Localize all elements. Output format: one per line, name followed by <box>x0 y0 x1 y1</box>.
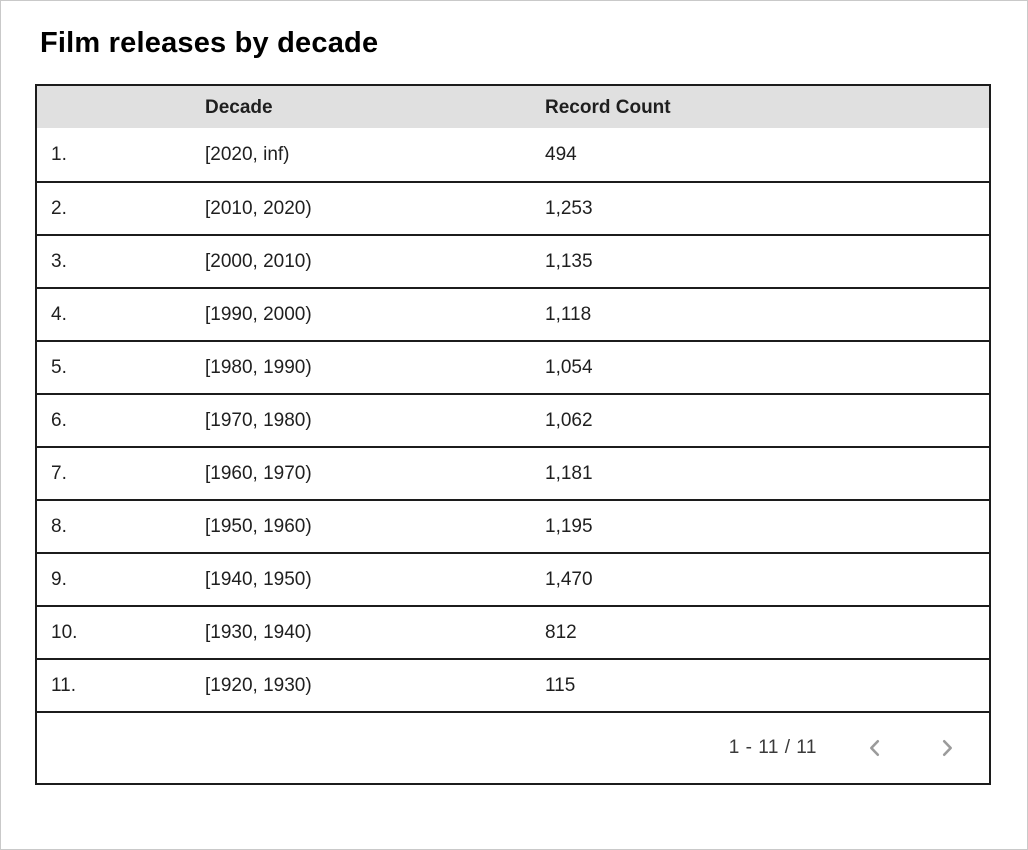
cell-record-count: 1,054 <box>545 358 593 377</box>
column-header-decade[interactable]: Decade <box>205 97 273 117</box>
cell-record-count: 1,062 <box>545 411 593 430</box>
cell-record-count: 494 <box>545 145 577 164</box>
table-row: 3. [2000, 2010) 1,135 <box>37 234 989 287</box>
table-row: 9. [1940, 1950) 1,470 <box>37 552 989 605</box>
cell-record-count: 1,118 <box>545 305 592 324</box>
table-row: 2. [2010, 2020) 1,253 <box>37 181 989 234</box>
row-index: 4. <box>51 305 67 324</box>
row-index: 5. <box>51 358 67 377</box>
row-index: 6. <box>51 411 67 430</box>
row-index: 1. <box>51 145 67 164</box>
pagination-bar: 1 - 11 / 11 <box>37 711 989 783</box>
row-index: 11. <box>51 676 77 695</box>
chevron-left-icon <box>862 735 888 761</box>
cell-decade: [1950, 1960) <box>205 517 312 536</box>
cell-record-count: 1,470 <box>545 570 593 589</box>
table-row: 10. [1930, 1940) 812 <box>37 605 989 658</box>
row-index: 9. <box>51 570 67 589</box>
row-index: 3. <box>51 252 67 271</box>
table-row: 4. [1990, 2000) 1,118 <box>37 287 989 340</box>
cell-decade: [1960, 1970) <box>205 464 312 483</box>
table-row: 6. [1970, 1980) 1,062 <box>37 393 989 446</box>
table-row: 5. [1980, 1990) 1,054 <box>37 340 989 393</box>
row-index: 2. <box>51 199 67 218</box>
row-index: 8. <box>51 517 67 536</box>
cell-decade: [2010, 2020) <box>205 199 312 218</box>
cell-decade: [1920, 1930) <box>205 676 312 695</box>
cell-decade: [1970, 1980) <box>205 411 312 430</box>
previous-page-button[interactable] <box>861 734 889 762</box>
table-header-row: Decade Record Count <box>37 86 989 128</box>
cell-decade: [2000, 2010) <box>205 252 312 271</box>
row-index: 10. <box>51 623 78 642</box>
table-row: 11. [1920, 1930) 115 <box>37 658 989 711</box>
cell-record-count: 1,195 <box>545 517 593 536</box>
column-header-record-count[interactable]: Record Count <box>545 97 671 117</box>
next-page-button[interactable] <box>933 734 961 762</box>
page-title: Film releases by decade <box>40 27 379 59</box>
cell-record-count: 1,135 <box>545 252 593 271</box>
table-row: 7. [1960, 1970) 1,181 <box>37 446 989 499</box>
cell-decade: [1990, 2000) <box>205 305 312 324</box>
row-index: 7. <box>51 464 67 483</box>
cell-record-count: 1,253 <box>545 199 593 218</box>
table-row: 1. [2020, inf) 494 <box>37 128 989 181</box>
cell-decade: [1980, 1990) <box>205 358 312 377</box>
cell-record-count: 1,181 <box>545 464 593 483</box>
cell-record-count: 115 <box>545 676 576 695</box>
cell-decade: [1940, 1950) <box>205 570 312 589</box>
table-row: 8. [1950, 1960) 1,195 <box>37 499 989 552</box>
cell-record-count: 812 <box>545 623 577 642</box>
cell-decade: [1930, 1940) <box>205 623 312 642</box>
pagination-range-label: 1 - 11 / 11 <box>728 737 817 758</box>
data-table: Decade Record Count 1. [2020, inf) 494 2… <box>35 84 991 785</box>
cell-decade: [2020, inf) <box>205 145 290 164</box>
chevron-right-icon <box>934 735 960 761</box>
